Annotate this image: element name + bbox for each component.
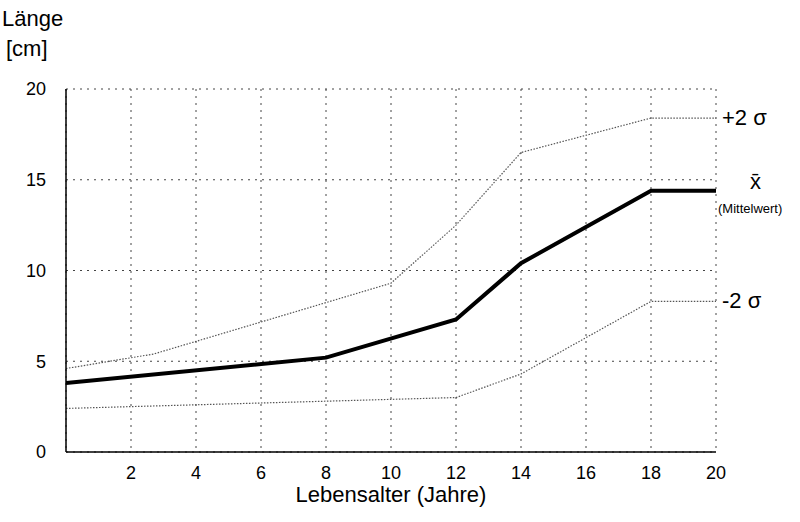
svg-text:10: 10 [381,463,401,483]
svg-text:14: 14 [511,463,531,483]
svg-text:x̄: x̄ [750,169,761,194]
svg-text:15: 15 [26,170,46,190]
svg-text:(Mittelwert): (Mittelwert) [718,201,782,216]
html-text:Länge: Länge [2,6,64,31]
svg-text:2: 2 [126,463,136,483]
svg-text:18: 18 [641,463,661,483]
svg-text:12: 12 [446,463,466,483]
svg-text:0: 0 [36,442,46,462]
svg-text:4: 4 [191,463,201,483]
svg-text:20: 20 [706,463,726,483]
svg-text:10: 10 [26,261,46,281]
html-text:[cm]: [cm] [6,36,48,61]
svg-text:20: 20 [26,79,46,99]
svg-text:5: 5 [36,352,46,372]
svg-text:8: 8 [321,463,331,483]
svg-text:6: 6 [256,463,266,483]
html-text:Lebensalter (Jahre): Lebensalter (Jahre) [295,482,487,507]
svg-text:-2 σ: -2 σ [722,288,762,313]
svg-text:16: 16 [576,463,596,483]
svg-text:+2 σ: +2 σ [722,105,767,130]
